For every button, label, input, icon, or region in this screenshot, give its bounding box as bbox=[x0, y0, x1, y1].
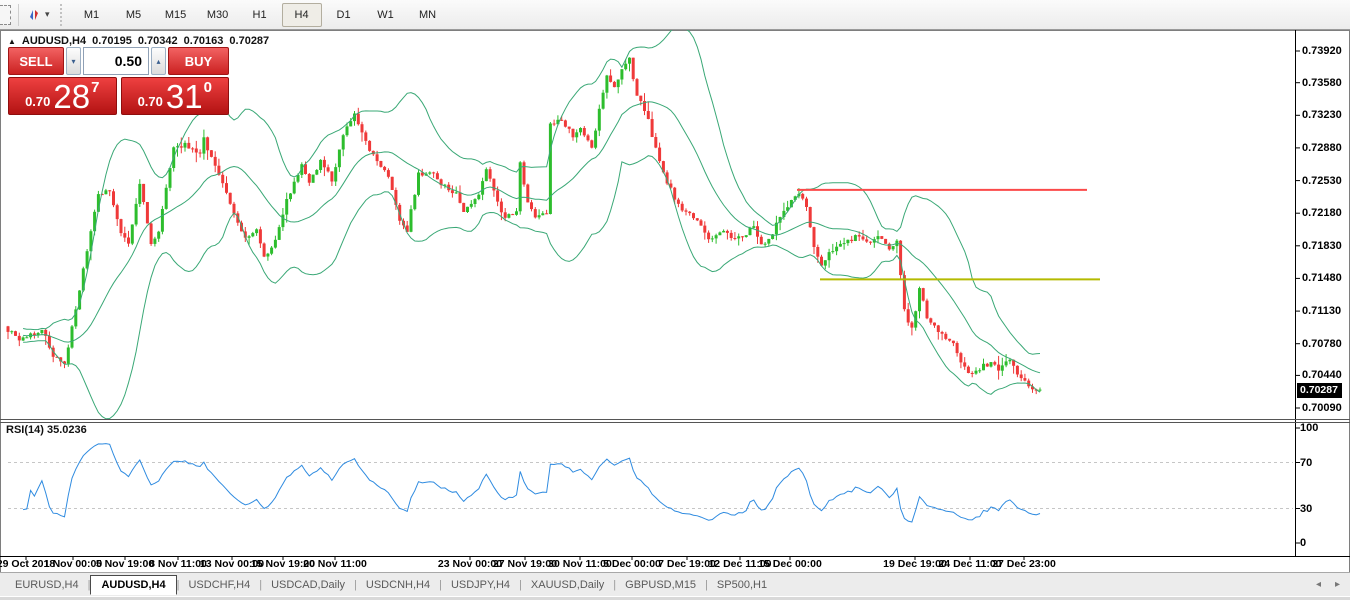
buy-button[interactable]: BUY bbox=[168, 47, 229, 75]
timeframe-button-m30[interactable]: M30 bbox=[206, 8, 229, 21]
ohlc-info-line: ▲ AUDUSD,H4 0.70195 0.70342 0.70163 0.70… bbox=[8, 35, 269, 47]
timeframe-button-mn[interactable]: MN bbox=[418, 8, 437, 21]
buy-price-display[interactable]: 0.70 31 0 bbox=[120, 77, 229, 115]
tab-scroll-buttons: ◂ ▸ bbox=[1316, 579, 1340, 590]
chart-tab-bar: EURUSD,H4 | AUDUSD,H4 | USDCHF,H4 | USDCAD,Dai… bbox=[0, 572, 1350, 596]
symbol-period: AUDUSD,H4 bbox=[21, 35, 87, 47]
tab-usdjpy-h4[interactable]: USDJPY,H4 bbox=[450, 578, 511, 591]
one-click-trading-panel: SELL ▾ ▴ BUY 0.70 28 7 0.70 31 0 bbox=[8, 47, 229, 115]
volume-increase-button[interactable]: ▴ bbox=[151, 47, 166, 75]
rsi-indicator-label: RSI(14) 35.0236 bbox=[6, 424, 87, 436]
timeframe-button-m1[interactable]: M1 bbox=[83, 8, 100, 21]
current-price-badge: 0.70287 bbox=[1297, 383, 1342, 398]
top-toolbar: ▾ M1 M5 M15 M30 H1 H4 D1 W1 MN bbox=[0, 0, 1350, 30]
close-value: 0.70287 bbox=[229, 35, 270, 47]
tab-divider: | bbox=[354, 578, 357, 591]
new-order-icon bbox=[30, 9, 38, 20]
tab-sp500-h1[interactable]: SP500,H1 bbox=[716, 578, 768, 591]
timeframe-button-h1[interactable]: H1 bbox=[252, 8, 267, 21]
sell-price-sup: 7 bbox=[91, 79, 100, 96]
clipped-tool-icon[interactable] bbox=[0, 4, 11, 25]
tab-gbpusd-m15[interactable]: GBPUSD,M15 bbox=[625, 578, 697, 591]
tab-scroll-left-icon[interactable]: ◂ bbox=[1315, 579, 1321, 590]
tab-divider: | bbox=[705, 578, 708, 591]
tab-divider: | bbox=[87, 578, 91, 591]
tab-divider: | bbox=[613, 578, 617, 591]
tab-divider: | bbox=[439, 578, 442, 591]
low-value: 0.70163 bbox=[183, 35, 224, 47]
timeframe-button-m15[interactable]: M15 bbox=[164, 8, 187, 21]
timeframe-button-w1[interactable]: W1 bbox=[377, 8, 394, 21]
toolbar-grip bbox=[59, 3, 67, 26]
tab-scroll-right-icon[interactable]: ▸ bbox=[1334, 579, 1340, 590]
volume-input[interactable] bbox=[83, 47, 149, 75]
tab-divider: | bbox=[519, 578, 522, 591]
high-value: 0.70342 bbox=[137, 35, 178, 47]
timeframe-button-h4[interactable]: H4 bbox=[281, 2, 322, 27]
sell-price-prefix: 0.70 bbox=[25, 93, 51, 109]
status-strip bbox=[0, 596, 1350, 600]
tab-usdcnh-h4[interactable]: USDCNH,H4 bbox=[365, 578, 431, 591]
sell-button[interactable]: SELL bbox=[8, 47, 64, 75]
tab-divider: | bbox=[176, 578, 180, 591]
tab-xauusd-daily[interactable]: XAUUSD,Daily bbox=[530, 578, 605, 591]
tab-usdcad-daily[interactable]: USDCAD,Daily bbox=[271, 578, 346, 591]
open-value: 0.70195 bbox=[92, 35, 132, 47]
new-order-button[interactable]: ▾ bbox=[22, 4, 54, 26]
tab-divider: | bbox=[259, 578, 263, 591]
tab-audusd-h4[interactable]: AUDUSD,H4 bbox=[90, 574, 177, 595]
timeframe-button-d1[interactable]: D1 bbox=[336, 8, 351, 21]
chart-canvas[interactable] bbox=[0, 30, 1350, 572]
sell-price-big: 28 bbox=[53, 77, 91, 115]
tab-usdchf-h4[interactable]: USDCHF,H4 bbox=[188, 578, 251, 591]
volume-decrease-button[interactable]: ▾ bbox=[66, 47, 81, 75]
chart-window[interactable] bbox=[0, 30, 1350, 600]
buy-price-big: 31 bbox=[165, 77, 203, 115]
dropdown-caret-icon[interactable]: ▾ bbox=[45, 9, 50, 19]
timeframe-button-m5[interactable]: M5 bbox=[125, 8, 142, 21]
buy-price-sup: 0 bbox=[203, 79, 212, 96]
sell-price-display[interactable]: 0.70 28 7 bbox=[8, 77, 117, 115]
toolbar-separator bbox=[18, 3, 19, 26]
timeframe-group: M1 M5 M15 M30 H1 H4 D1 W1 MN bbox=[71, 2, 449, 27]
buy-price-prefix: 0.70 bbox=[137, 93, 163, 109]
tab-eurusd-h4[interactable]: EURUSD,H4 bbox=[15, 578, 79, 591]
collapse-arrow-icon[interactable]: ▲ bbox=[8, 36, 16, 46]
